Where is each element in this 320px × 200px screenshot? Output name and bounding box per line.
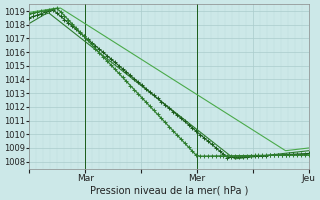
X-axis label: Pression niveau de la mer( hPa ): Pression niveau de la mer( hPa ) <box>90 186 248 196</box>
